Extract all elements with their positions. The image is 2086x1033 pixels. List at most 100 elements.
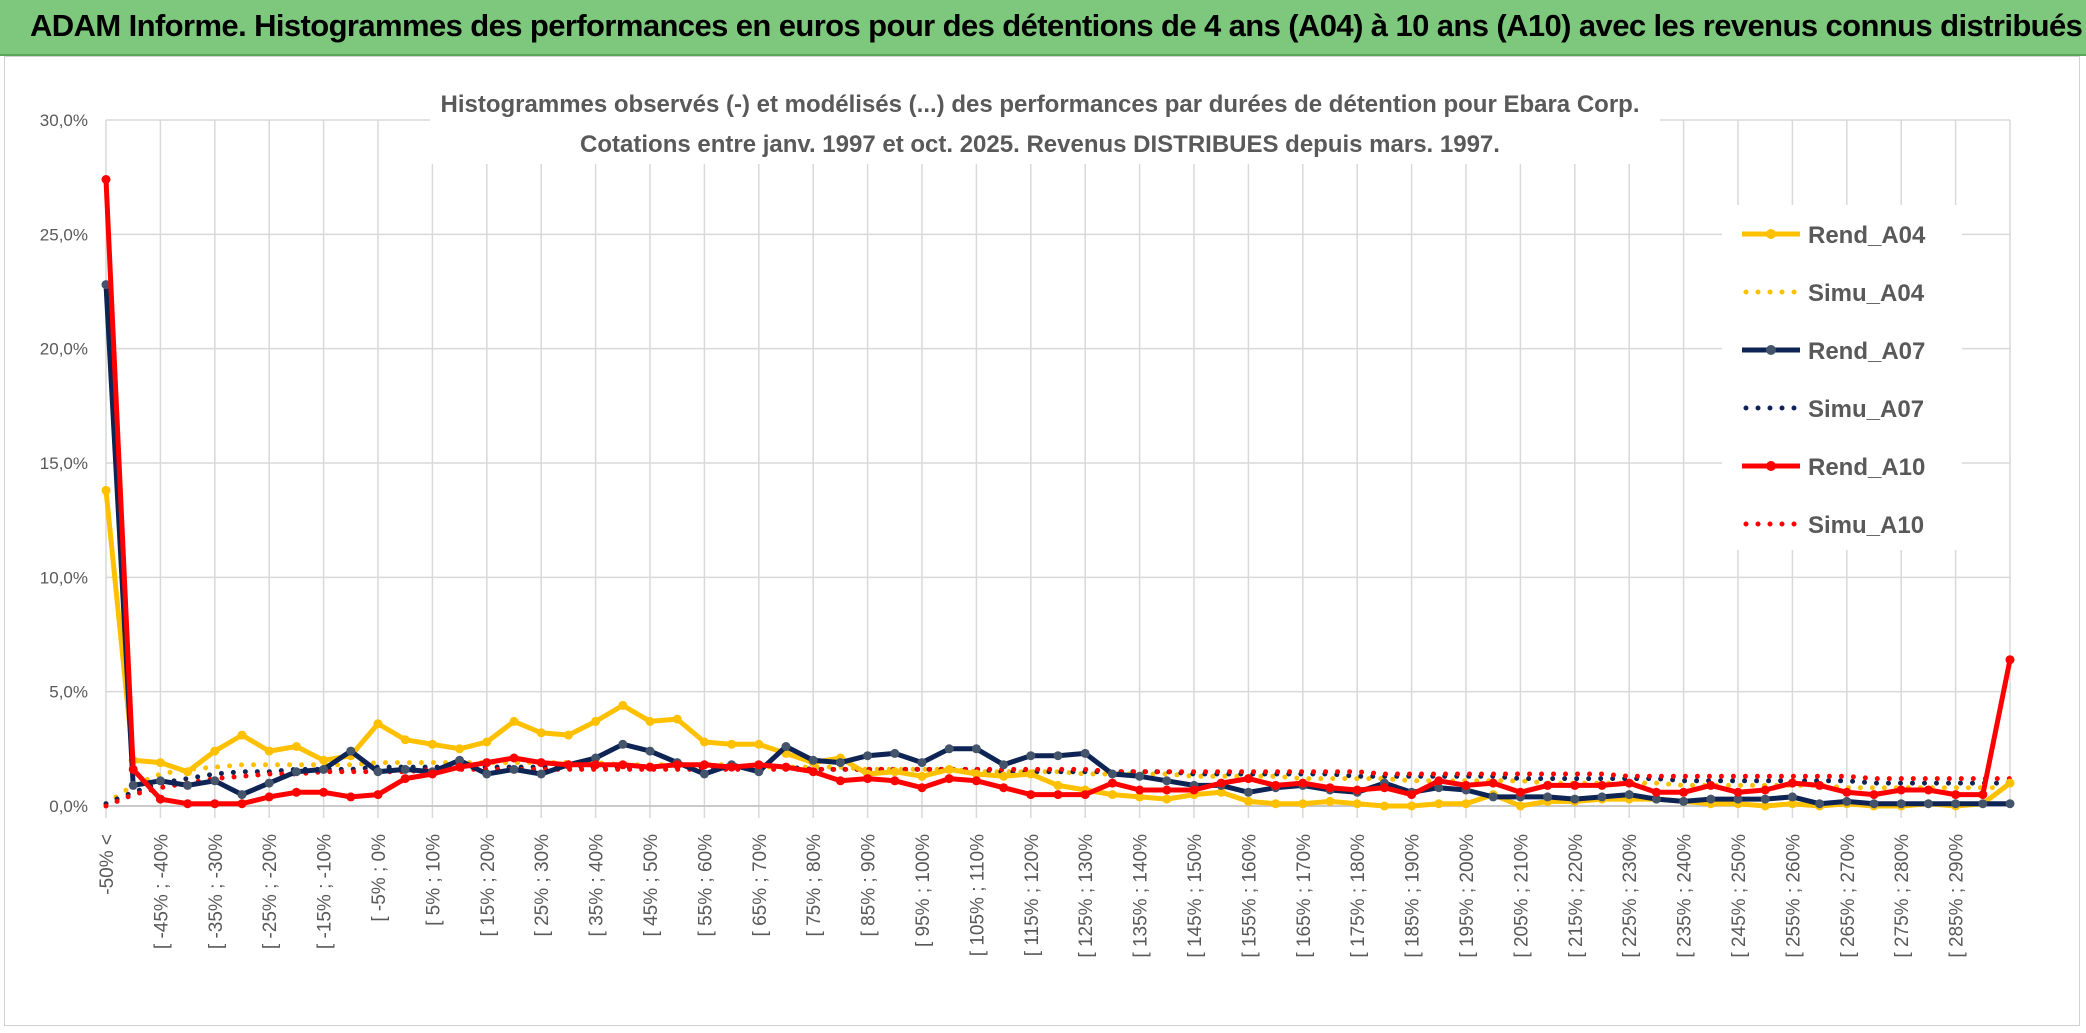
data-point <box>808 767 818 777</box>
data-point <box>1271 799 1281 809</box>
data-point <box>1243 796 1253 806</box>
x-tick-label: [ 205% ; 210% <box>1511 834 1532 958</box>
data-point <box>1434 783 1444 793</box>
data-point <box>155 776 165 786</box>
data-point <box>1787 778 1797 788</box>
data-point <box>455 755 465 765</box>
data-point <box>1352 785 1362 795</box>
legend-item-simu-a07: Simu_A07 <box>1743 396 1924 423</box>
data-point <box>210 799 220 809</box>
x-tick-label: [ 265% ; 270% <box>1838 834 1859 958</box>
data-point <box>999 783 1009 793</box>
data-point <box>1488 792 1498 802</box>
data-point <box>319 764 329 774</box>
data-point <box>863 774 873 784</box>
data-point <box>1026 790 1036 800</box>
chart-frame <box>4 56 2080 1026</box>
x-tick-label: [ -5% ; 0% <box>369 834 390 922</box>
data-point <box>373 767 383 777</box>
chart-title: Histogrammes observés (-) et modélisés (… <box>441 91 1640 118</box>
data-point <box>917 783 927 793</box>
data-point <box>917 758 927 768</box>
data-point <box>1162 794 1172 804</box>
legend-label: Simu_A10 <box>1808 512 1924 539</box>
data-point <box>509 764 519 774</box>
data-point <box>101 485 111 495</box>
data-point <box>563 730 573 740</box>
data-point <box>890 748 900 758</box>
x-tick-label: [ -25% ; -20% <box>260 834 281 949</box>
series-rend-a10 <box>101 175 2015 809</box>
data-point <box>2005 778 2015 788</box>
legend-marker <box>1766 461 1776 471</box>
legend-label: Rend_A10 <box>1808 454 1925 481</box>
legend-backdrop <box>1722 205 1962 550</box>
y-tick-label: 30,0% <box>40 111 88 130</box>
x-tick-label: [ 65% ; 70% <box>750 834 771 937</box>
legend-item-rend-a10: Rend_A10 <box>1742 454 1925 481</box>
data-point <box>346 746 356 756</box>
data-point <box>1162 776 1172 786</box>
x-tick-label: [ 115% ; 120% <box>1022 834 1043 956</box>
data-point <box>1298 799 1308 809</box>
data-point <box>346 792 356 802</box>
legend-label: Simu_A07 <box>1808 396 1924 423</box>
data-point <box>1978 799 1988 809</box>
data-point <box>618 739 628 749</box>
legend-marker <box>1766 345 1776 355</box>
data-point <box>1488 778 1498 788</box>
x-tick-label: [ 145% ; 150% <box>1185 834 1206 958</box>
data-point <box>618 700 628 710</box>
data-point <box>291 787 301 797</box>
data-point <box>1461 780 1471 790</box>
y-tick-label: 0,0% <box>49 797 88 816</box>
x-tick-label: [ 95% ; 100% <box>913 834 934 947</box>
data-point <box>2005 799 2015 809</box>
data-point <box>1896 785 1906 795</box>
legend-label: Rend_A04 <box>1808 222 1926 249</box>
data-point <box>1923 785 1933 795</box>
data-point <box>482 737 492 747</box>
data-point <box>563 760 573 770</box>
data-point <box>1189 785 1199 795</box>
data-point <box>536 728 546 738</box>
data-point <box>1706 780 1716 790</box>
data-point <box>1080 790 1090 800</box>
data-point <box>427 739 437 749</box>
data-point <box>645 716 655 726</box>
data-point <box>890 767 900 777</box>
data-point <box>400 774 410 784</box>
data-point <box>1298 778 1308 788</box>
data-point <box>1135 785 1145 795</box>
data-point <box>699 737 709 747</box>
x-tick-label: [ 135% ; 140% <box>1131 834 1152 958</box>
data-point <box>128 764 138 774</box>
data-point <box>509 753 519 763</box>
data-point <box>808 755 818 765</box>
data-point <box>1107 769 1117 779</box>
data-point <box>536 769 546 779</box>
data-point <box>183 799 193 809</box>
data-point <box>727 762 737 772</box>
data-point <box>1951 799 1961 809</box>
series-line <box>103 760 2013 807</box>
data-point <box>155 794 165 804</box>
x-tick-label: [ 215% ; 220% <box>1566 834 1587 958</box>
data-point <box>999 771 1009 781</box>
data-point <box>1434 799 1444 809</box>
data-point <box>863 751 873 761</box>
data-point <box>645 746 655 756</box>
data-point <box>1706 794 1716 804</box>
data-point <box>400 764 410 774</box>
legend-item-rend-a04: Rend_A04 <box>1742 222 1926 249</box>
data-point <box>1815 780 1825 790</box>
data-point <box>1570 780 1580 790</box>
data-point <box>427 769 437 779</box>
x-tick-label: [ 55% ; 60% <box>695 834 716 937</box>
x-tick-label: [ -15% ; -10% <box>315 834 336 949</box>
data-point <box>1026 769 1036 779</box>
data-point <box>754 767 764 777</box>
data-point <box>591 760 601 770</box>
data-point <box>373 790 383 800</box>
data-point <box>1271 780 1281 790</box>
